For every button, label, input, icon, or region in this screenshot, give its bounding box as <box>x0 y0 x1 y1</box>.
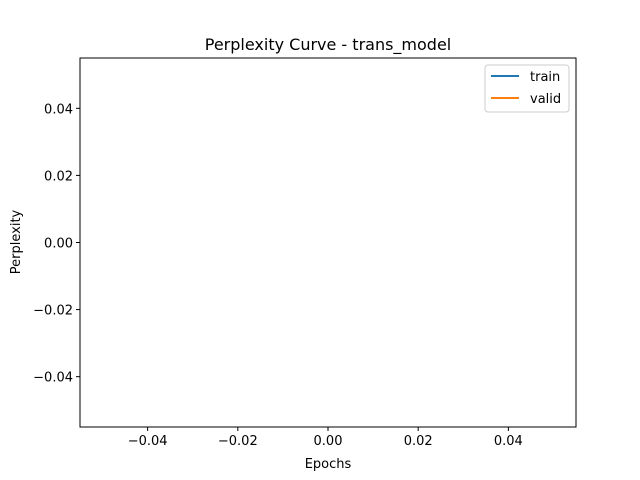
x-tick-label: −0.02 <box>218 434 258 449</box>
legend: train valid <box>484 64 570 113</box>
legend-label-valid: valid <box>530 92 561 107</box>
x-tick-label: 0.04 <box>494 434 523 449</box>
y-axis-ticks: −0.04 −0.02 0.00 0.02 0.04 <box>33 102 80 386</box>
x-tick-label: 0.02 <box>404 434 433 449</box>
y-tick-label: 0.02 <box>44 169 73 184</box>
y-tick-label: 0.00 <box>44 237 73 252</box>
y-axis-label: Perplexity <box>9 209 24 274</box>
y-tick-label: −0.04 <box>33 371 73 386</box>
y-tick-label: 0.04 <box>44 102 73 117</box>
x-axis-ticks: −0.04 −0.02 0.00 0.02 0.04 <box>128 427 523 449</box>
chart-title: Perplexity Curve - trans_model <box>205 35 452 55</box>
x-tick-label: −0.04 <box>128 434 168 449</box>
x-tick-label: 0.00 <box>314 434 343 449</box>
y-tick-label: −0.02 <box>33 304 73 319</box>
x-axis-label: Epochs <box>305 457 352 472</box>
legend-label-train: train <box>530 70 560 85</box>
axes-frame <box>79 57 577 428</box>
